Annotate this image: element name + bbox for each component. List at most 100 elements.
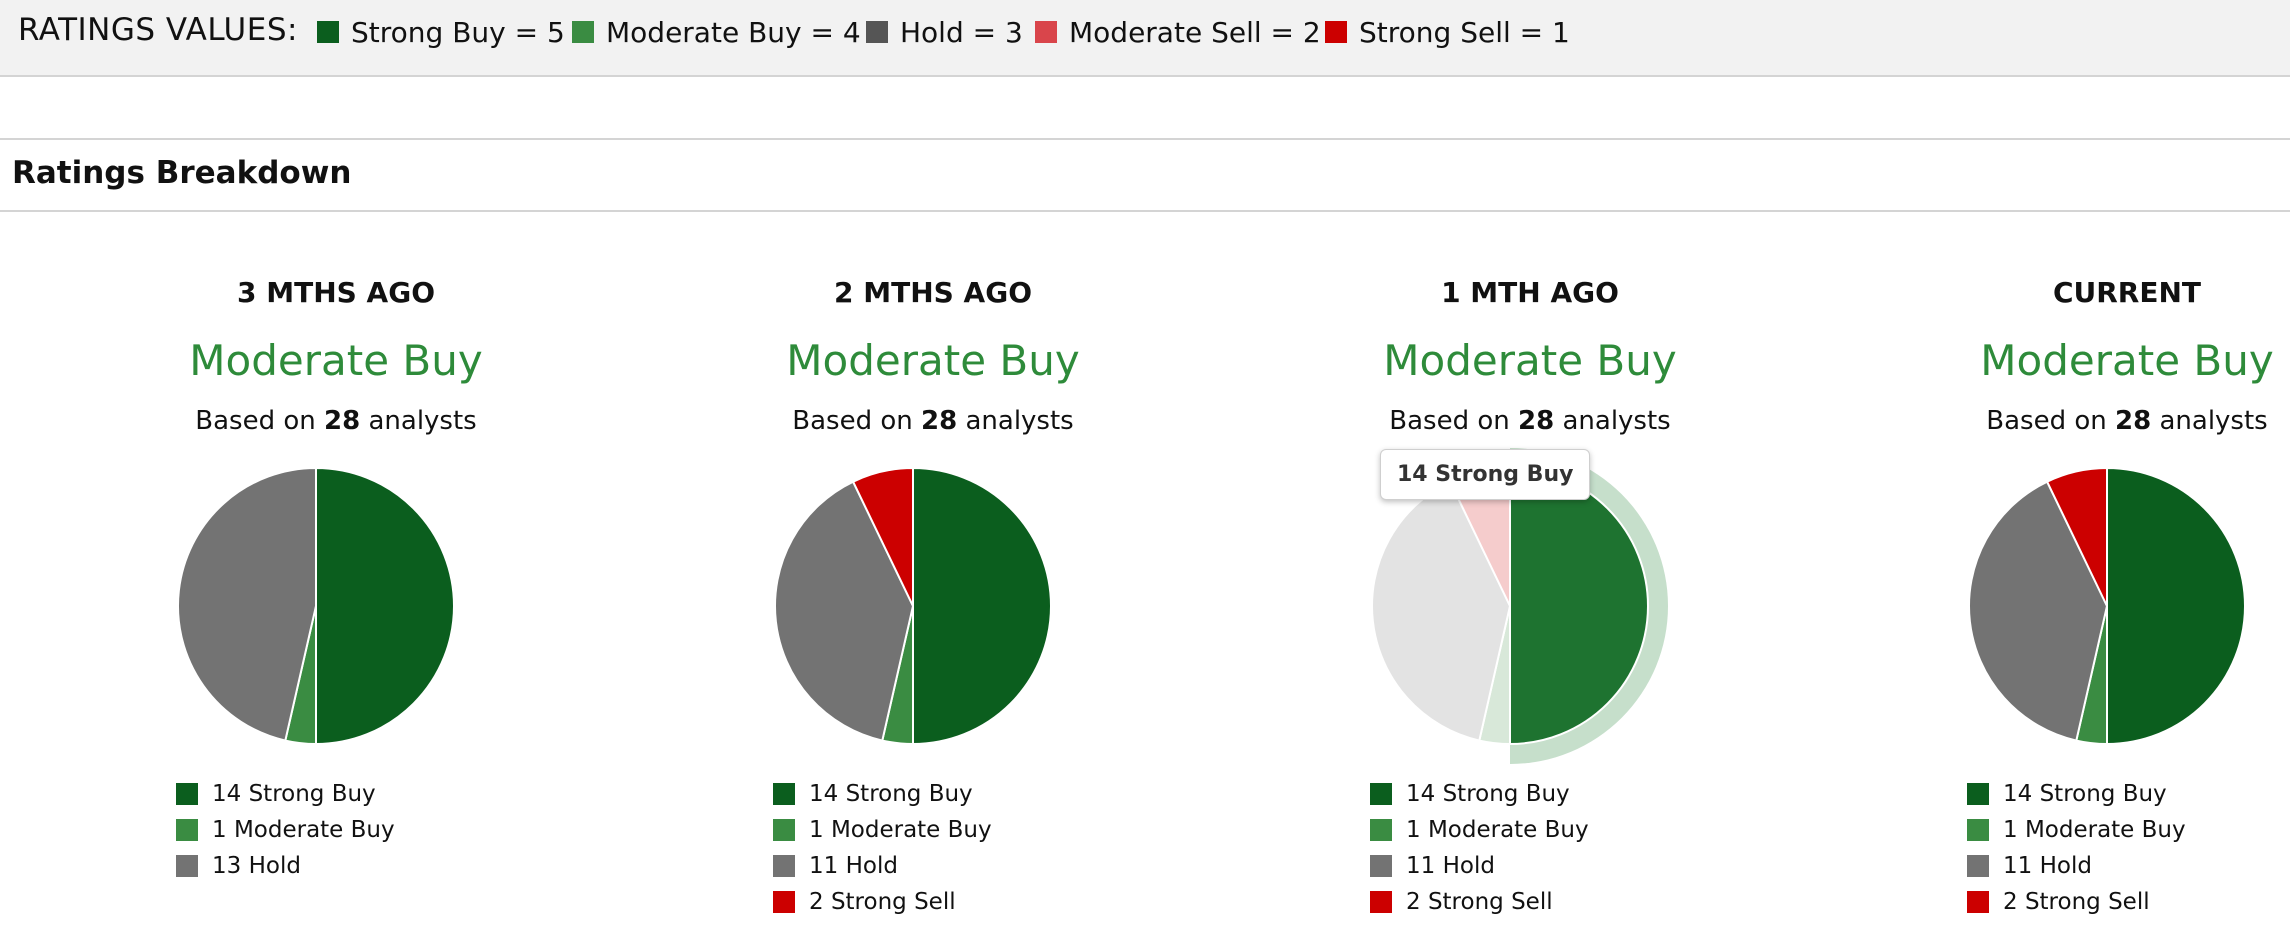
- pie-legend-item[interactable]: 2 Strong Sell: [1370, 884, 1589, 920]
- analysts-text: analysts: [368, 406, 477, 436]
- pie-slice-hold[interactable]: [774, 480, 915, 742]
- pie-chart: [774, 466, 1052, 746]
- pie-legend-item[interactable]: 2 Strong Sell: [1967, 884, 2186, 920]
- pie-chart: [1968, 466, 2246, 746]
- analyst-count-line: Based on 28 analysts: [653, 406, 1213, 436]
- ratings-breakdown-header: Ratings Breakdown: [0, 140, 2290, 212]
- pie-tooltip: 14 Strong Buy: [1380, 449, 1591, 500]
- pie-slice-hold[interactable]: [177, 466, 317, 742]
- legend-strong-sell: Strong Sell = 1: [1325, 14, 1570, 50]
- pie-slice-strong-buy[interactable]: [2106, 466, 2246, 746]
- pie-legend-item[interactable]: 14 Strong Buy: [176, 776, 395, 812]
- pie-legend: 14 Strong Buy 1 Moderate Buy 11 Hold 2 S…: [1370, 776, 1589, 920]
- legend-swatch: [1967, 783, 1989, 805]
- pie-legend-item[interactable]: 2 Strong Sell: [773, 884, 992, 920]
- section-title: Ratings Breakdown: [12, 155, 352, 191]
- legend-swatch: [773, 891, 795, 913]
- period-title: 3 MTHS AGO: [237, 276, 435, 309]
- period-title: 2 MTHS AGO: [834, 276, 1032, 309]
- legend-strong-buy-label: Strong Buy = 5: [351, 15, 565, 49]
- legend-hold: Hold = 3: [866, 14, 1023, 50]
- legend-moderate-sell-label: Moderate Sell = 2: [1069, 15, 1321, 49]
- moderate-buy-swatch: [572, 21, 594, 43]
- consensus-rating: Moderate Buy: [1383, 336, 1677, 385]
- based-on-text: Based on: [195, 406, 316, 436]
- analyst-count: 28: [2115, 406, 2152, 436]
- pie-legend-label: 14 Strong Buy: [809, 781, 973, 807]
- pie-slice-strong-sell[interactable]: [851, 466, 914, 607]
- pie-legend-item[interactable]: 13 Hold: [176, 848, 395, 884]
- pie-legend-item[interactable]: 14 Strong Buy: [773, 776, 992, 812]
- consensus-rating: Moderate Buy: [786, 336, 1080, 385]
- pie-legend-item[interactable]: 1 Moderate Buy: [176, 812, 395, 848]
- pie-legend-label: 11 Hold: [809, 853, 898, 879]
- analyst-count-line: Based on 28 analysts: [1847, 406, 2290, 436]
- legend-swatch: [176, 783, 198, 805]
- pie-legend-item[interactable]: 11 Hold: [1370, 848, 1589, 884]
- pie-legend-item[interactable]: 1 Moderate Buy: [1967, 812, 2186, 848]
- pie-slice-strong-buy[interactable]: [315, 466, 455, 746]
- strong-sell-swatch: [1325, 21, 1347, 43]
- legend-swatch: [176, 819, 198, 841]
- pie-legend-label: 1 Moderate Buy: [212, 817, 395, 843]
- legend-swatch: [1370, 783, 1392, 805]
- consensus-rating: Moderate Buy: [1980, 336, 2274, 385]
- legend-swatch: [773, 855, 795, 877]
- analysts-text: analysts: [2159, 406, 2268, 436]
- pie-slice-strong-sell[interactable]: [2045, 466, 2108, 607]
- analyst-count: 28: [921, 406, 958, 436]
- pie-chart-container: [176, 456, 496, 780]
- pie-legend: 14 Strong Buy 1 Moderate Buy 11 Hold 2 S…: [1967, 776, 2186, 920]
- legend-swatch: [773, 783, 795, 805]
- hold-swatch: [866, 21, 888, 43]
- pie-legend-label: 11 Hold: [2003, 853, 2092, 879]
- pie-legend-item[interactable]: 11 Hold: [773, 848, 992, 884]
- pie-legend-label: 2 Strong Sell: [809, 889, 956, 915]
- pie-chart: [177, 466, 455, 746]
- period-title: CURRENT: [2052, 276, 2202, 309]
- pie-legend-label: 14 Strong Buy: [212, 781, 376, 807]
- pie-legend-label: 1 Moderate Buy: [1406, 817, 1589, 843]
- legend-swatch: [1370, 855, 1392, 877]
- ratings-values-title: RATINGS VALUES:: [18, 12, 298, 48]
- legend-swatch: [1370, 891, 1392, 913]
- pie-slice-strong-buy[interactable]: [912, 466, 1052, 746]
- breakdown-column-2-months-ago: 2 MTHS AGO Moderate Buy Based on 28 anal…: [653, 212, 1213, 928]
- strong-buy-swatch: [317, 21, 339, 43]
- pie-legend-item[interactable]: 1 Moderate Buy: [773, 812, 992, 848]
- pie-legend-label: 14 Strong Buy: [2003, 781, 2167, 807]
- breakdown-column-current: CURRENT Moderate Buy Based on 28 analyst…: [1847, 212, 2290, 928]
- legend-strong-buy: Strong Buy = 5: [317, 14, 565, 50]
- legend-swatch: [1967, 855, 1989, 877]
- pie-legend-label: 13 Hold: [212, 853, 301, 879]
- pie-slice-hold[interactable]: [1968, 480, 2109, 742]
- pie-legend-item[interactable]: 1 Moderate Buy: [1370, 812, 1589, 848]
- legend-swatch: [1967, 891, 1989, 913]
- breakdown-column-3-months-ago: 3 MTHS AGO Moderate Buy Based on 28 anal…: [56, 212, 616, 928]
- legend-moderate-buy-label: Moderate Buy = 4: [606, 15, 861, 49]
- legend-swatch: [1370, 819, 1392, 841]
- pie-legend-item[interactable]: 11 Hold: [1967, 848, 2186, 884]
- pie-legend-item[interactable]: 14 Strong Buy: [1370, 776, 1589, 812]
- legend-moderate-buy: Moderate Buy = 4: [572, 14, 861, 50]
- period-title: 1 MTH AGO: [1441, 276, 1619, 309]
- pie-legend-label: 2 Strong Sell: [1406, 889, 1553, 915]
- pie-legend-label: 11 Hold: [1406, 853, 1495, 879]
- legend-strong-sell-label: Strong Sell = 1: [1359, 15, 1570, 49]
- pie-legend-item[interactable]: 14 Strong Buy: [1967, 776, 2186, 812]
- pie-legend-label: 2 Strong Sell: [2003, 889, 2150, 915]
- analyst-count: 28: [1518, 406, 1555, 436]
- analysts-text: analysts: [965, 406, 1074, 436]
- analyst-count-line: Based on 28 analysts: [56, 406, 616, 436]
- pie-slice-hold[interactable]: [1371, 480, 1512, 742]
- spacer-band: [0, 77, 2290, 140]
- ratings-values-bar: RATINGS VALUES: Strong Buy = 5 Moderate …: [0, 0, 2290, 77]
- pie-chart-container: [773, 456, 1093, 780]
- pie-legend: 14 Strong Buy 1 Moderate Buy 11 Hold 2 S…: [773, 776, 992, 920]
- analysts-text: analysts: [1562, 406, 1671, 436]
- pie-chart-container: [1967, 456, 2287, 780]
- pie-chart-container: [1370, 448, 1690, 780]
- pie-legend-label: 1 Moderate Buy: [809, 817, 992, 843]
- legend-moderate-sell: Moderate Sell = 2: [1035, 14, 1321, 50]
- pie-legend: 14 Strong Buy 1 Moderate Buy 13 Hold: [176, 776, 395, 884]
